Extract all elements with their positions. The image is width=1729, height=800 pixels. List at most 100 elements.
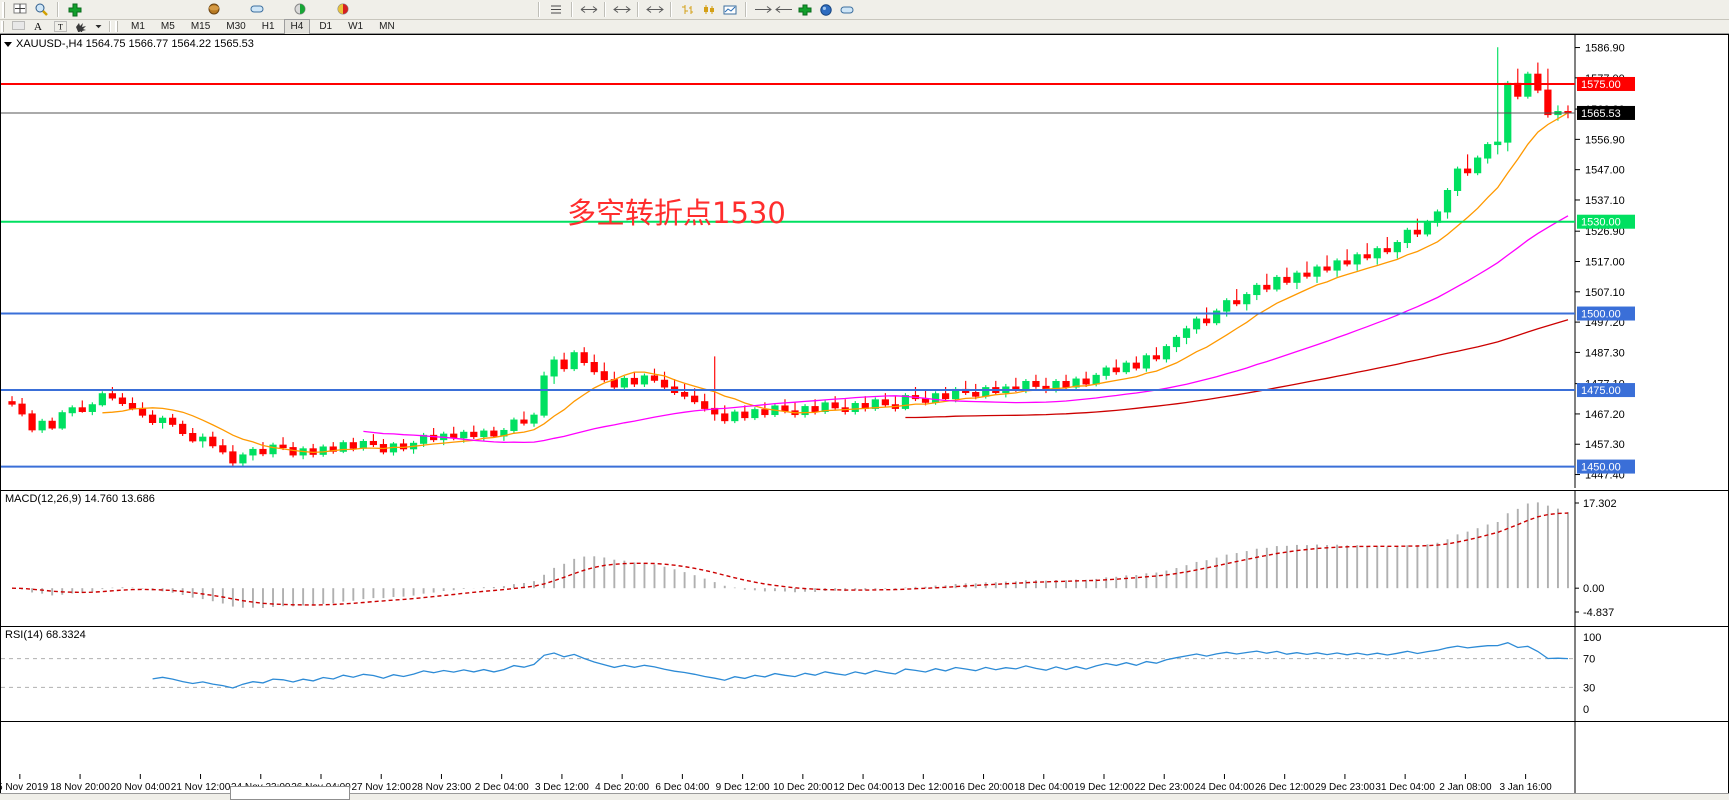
collapse-caret-icon[interactable] (4, 41, 12, 47)
price-axis-label: 1457.30 (1585, 439, 1625, 451)
time-axis-label: 26 Dec 12:00 (1255, 782, 1315, 793)
rsi-chart-svg: 100 70 30 0 (1, 627, 1601, 721)
time-axis-label: 3 Dec 12:00 (535, 782, 589, 793)
line-chart-icon[interactable] (719, 0, 740, 19)
timeframe-toolbar[interactable]: A T M1 M5 M15 M30 H1 H4 D1 W1 MN (0, 18, 1729, 35)
rsi-axis-label: 70 (1583, 654, 1595, 666)
add-icon[interactable] (64, 0, 85, 19)
macd-pane[interactable]: MACD(12,26,9) 14.760 13.686 17.302 0.00 -4… (1, 490, 1728, 626)
timeframe-button-m5[interactable]: M5 (160, 20, 175, 32)
price-pane[interactable]: XAUUSD-,H4 1564.75 1566.77 1564.22 1565.… (1, 35, 1728, 488)
rsi-pane[interactable]: RSI(14) 68.3324 100 70 30 0 (1, 626, 1728, 721)
timeframe-button-d1[interactable]: D1 (319, 20, 333, 32)
arrows-tool-icon[interactable] (71, 20, 91, 33)
autoscroll-icon[interactable] (773, 0, 794, 19)
chart-window[interactable]: XAUUSD-,H4 1564.75 1566.77 1564.22 1565.… (0, 34, 1729, 800)
new-order-icon[interactable] (794, 0, 815, 19)
text-tool-icon[interactable]: A (34, 20, 42, 33)
time-axis-label: 15 Nov 2019 (0, 782, 49, 793)
toolbar-grip[interactable] (2, 1, 7, 18)
svg-text:1530.00: 1530.00 (1581, 217, 1621, 229)
timeframe-button-h4[interactable]: H4 (283, 18, 311, 35)
time-axis-label: 9 Dec 12:00 (716, 782, 770, 793)
zoom-in-icon[interactable] (578, 0, 599, 19)
trendline-icon[interactable] (203, 0, 224, 19)
channel-icon[interactable] (246, 0, 267, 19)
symbol-ohlc-text: XAUUSD-,H4 1564.75 1566.77 1564.22 1565.… (16, 38, 254, 50)
time-axis-label: 20 Nov 04:00 (111, 782, 171, 793)
timeframe-button-mn[interactable]: MN (379, 20, 395, 32)
rsi-label: RSI(14) 68.3324 (5, 629, 86, 641)
time-axis-label: 12 Dec 04:00 (833, 782, 893, 793)
shift-icon[interactable] (644, 0, 665, 19)
price-chart-svg: 1586.901577.001566.801556.901547.001537.… (1, 35, 1635, 488)
chart-shift-icon[interactable] (752, 0, 773, 19)
crosshair-icon[interactable] (10, 0, 31, 19)
price-axis-label: 1517.00 (1585, 257, 1625, 269)
grid-icon[interactable] (545, 0, 566, 19)
candle-chart-icon[interactable] (698, 0, 719, 19)
price-tag-1500.00: 1500.00 (1577, 306, 1635, 321)
rsi-axis-label: 100 (1583, 632, 1601, 644)
price-axis-label: 1487.30 (1585, 347, 1625, 359)
rsi-line (152, 642, 1569, 689)
macd-axis-label: 17.302 (1583, 498, 1617, 510)
time-axis-label: 18 Nov 20:00 (50, 782, 110, 793)
magnifier-icon[interactable] (31, 0, 52, 19)
price-axis-label: 1537.10 (1585, 195, 1625, 207)
toolbar-separator-7 (745, 2, 747, 17)
time-axis-label: 2 Dec 04:00 (475, 782, 529, 793)
price-axis-label: 1556.90 (1585, 134, 1625, 146)
label-tool-icon[interactable]: T (49, 20, 71, 33)
timeframe-toolbar-grip[interactable] (1, 21, 6, 32)
indicator-icon[interactable] (815, 0, 836, 19)
time-axis-label: 10 Dec 20:00 (773, 782, 833, 793)
macd-chart-svg: 17.302 0.00 -4.837 (11, 491, 1617, 626)
time-axis-label: 24 Dec 04:00 (1195, 782, 1255, 793)
time-axis-label: 3 Jan 16:00 (1499, 782, 1552, 793)
timeframe-buttons[interactable]: M1 M5 M15 M30 H1 H4 D1 W1 MN (123, 18, 403, 35)
bar-chart-icon[interactable] (677, 0, 698, 19)
timeframe-separator (109, 21, 111, 32)
symbol-header: XAUUSD-,H4 1564.75 1566.77 1564.22 1565.… (4, 38, 254, 50)
macd-axis-label: -4.837 (1583, 607, 1614, 619)
toolbar-separator (57, 2, 59, 17)
time-axis-label: 19 Dec 12:00 (1074, 782, 1134, 793)
toolbar-separator-4 (604, 2, 606, 17)
chevron-down-icon[interactable] (91, 20, 105, 33)
price-tag-1575.00: 1575.00 (1577, 76, 1635, 91)
chart-tab-strip[interactable] (230, 786, 350, 800)
svg-text:1575.00: 1575.00 (1581, 79, 1621, 91)
template-icon[interactable] (836, 0, 857, 19)
timeframe-group-grip[interactable] (115, 21, 120, 32)
rsi-axis-label: 0 (1583, 704, 1589, 716)
main-toolbar[interactable] (0, 0, 1729, 20)
timeframe-button-m15[interactable]: M15 (190, 20, 211, 32)
crosshair-tool-icon[interactable] (9, 20, 27, 33)
toolbar-separator-5 (637, 2, 639, 17)
rsi-axis-label: 30 (1583, 682, 1595, 694)
timeframe-button-m1[interactable]: M1 (131, 20, 145, 32)
moving-average-line (363, 215, 1569, 444)
fibo-icon[interactable] (289, 0, 310, 19)
price-axis-label: 1526.90 (1585, 226, 1625, 238)
time-axis-label: 13 Dec 12:00 (894, 782, 954, 793)
timeframe-button-m30[interactable]: M30 (226, 20, 246, 32)
macd-histogram (21, 502, 1569, 608)
timeframe-button-w1[interactable]: W1 (348, 20, 364, 32)
time-axis-label: 28 Nov 23:00 (412, 782, 472, 793)
candlestick-series (8, 47, 1572, 467)
time-axis-label: 4 Dec 20:00 (595, 782, 649, 793)
timeframe-button-h1[interactable]: H1 (261, 20, 275, 32)
status-bar (0, 793, 1729, 800)
toolbar-separator-2 (538, 2, 540, 17)
time-axis-label: 6 Dec 04:00 (655, 782, 709, 793)
moving-average-line (102, 112, 1569, 454)
time-axis-label: 31 Dec 04:00 (1375, 782, 1435, 793)
price-axis-label: 1467.20 (1585, 409, 1625, 421)
shapes-icon[interactable] (332, 0, 353, 19)
time-axis-label: 22 Dec 23:00 (1134, 782, 1194, 793)
macd-signal-line (11, 512, 1569, 606)
zoom-out-icon[interactable] (611, 0, 632, 19)
time-axis-label: 2 Jan 08:00 (1439, 782, 1492, 793)
